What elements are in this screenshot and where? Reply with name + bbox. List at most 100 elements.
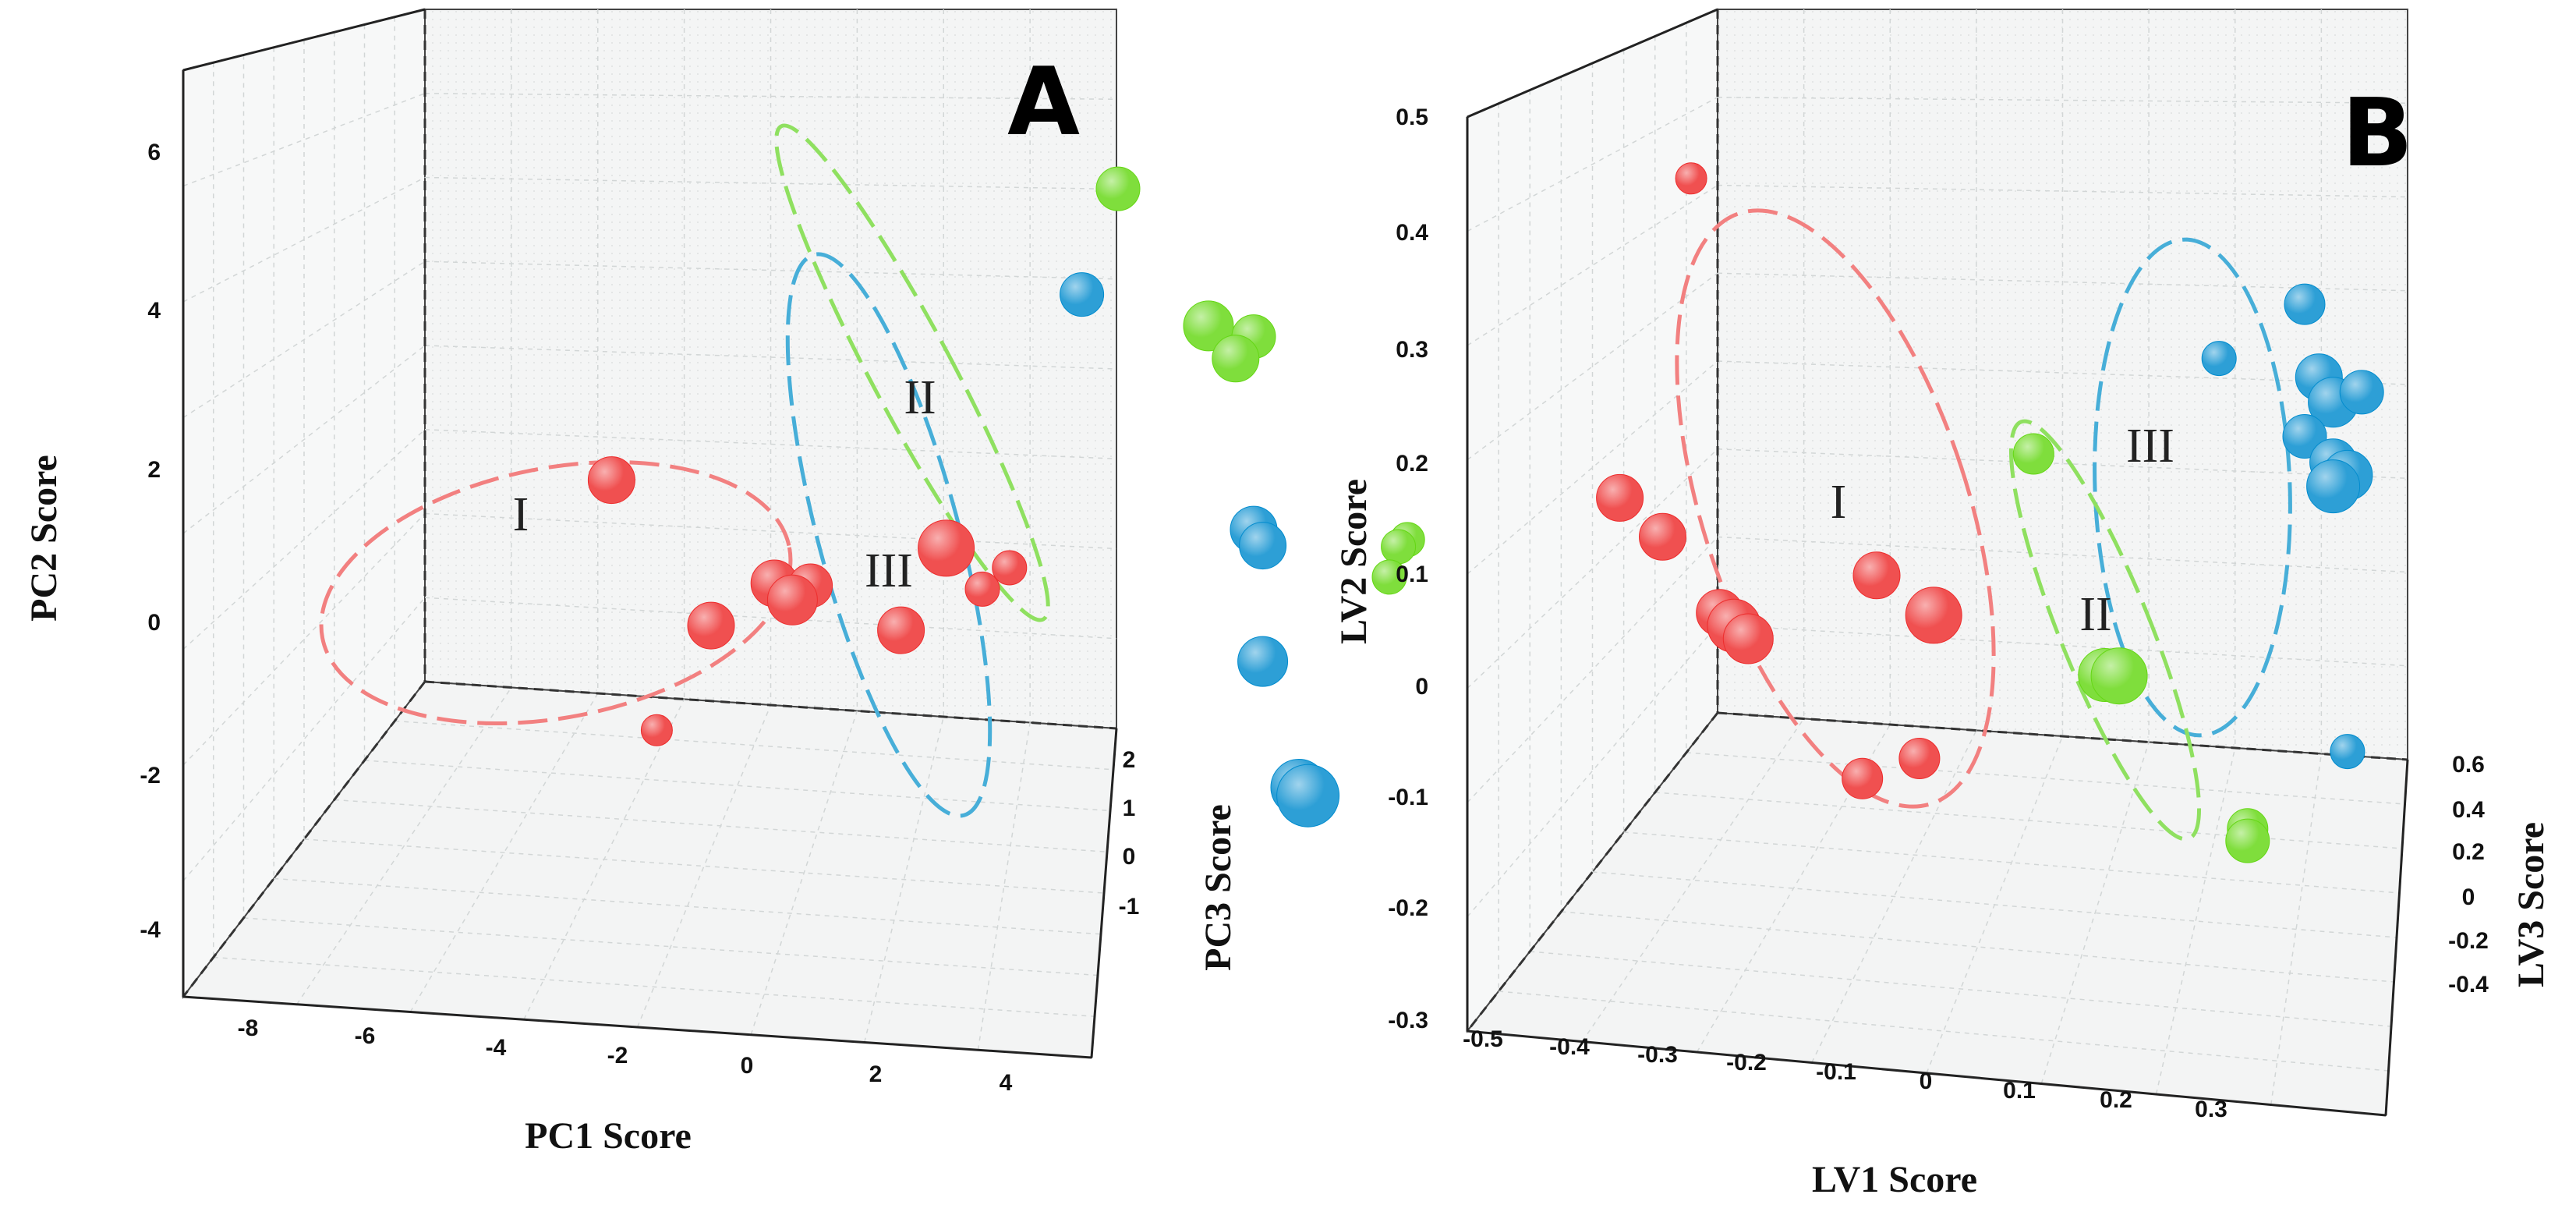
x-tick-label: 0 — [1920, 1068, 1933, 1094]
z-tick-label: 0 — [2462, 884, 2475, 910]
point-cluster-II-0 — [2012, 433, 2054, 475]
grid-line — [1717, 536, 2408, 573]
grid-line — [213, 956, 1095, 1017]
panel-b-horizontal-axis — [1717, 711, 2408, 761]
grid-line — [1696, 724, 1891, 1053]
panel-a-horizontal-axis — [424, 680, 1117, 730]
grid-line — [1467, 360, 1718, 575]
panel-a-cluster-label-I: I — [513, 488, 529, 541]
point-cluster-I-9 — [640, 714, 673, 746]
y-tick-label: 6 — [147, 140, 161, 165]
panel-b-z-axis-title: LV3 Score — [2511, 822, 2552, 987]
grid-line — [424, 345, 1117, 370]
grid-line — [1686, 752, 2405, 805]
grid-line — [334, 799, 1108, 852]
y-tick-label: -2 — [140, 763, 161, 789]
grid-line — [1530, 951, 2392, 1027]
point-cluster-I-7 — [964, 571, 1000, 607]
panel-b-depth-axis — [1466, 712, 1719, 1032]
x-tick-label: -0.3 — [1637, 1042, 1678, 1068]
x-tick-label: 0.1 — [2003, 1078, 2036, 1104]
point-cluster-I-7 — [1905, 587, 1962, 644]
panel-b-cluster-label-II: II — [2079, 588, 2111, 641]
x-tick-label: -4 — [486, 1035, 507, 1061]
panel-a-grid — [182, 9, 1117, 1051]
point-cluster-I-5 — [877, 606, 925, 654]
panel-b-label: B — [2342, 80, 2413, 188]
grid-line — [182, 597, 426, 881]
grid-line — [636, 704, 772, 1028]
point-cluster-III-0 — [1060, 272, 1105, 317]
point-cluster-III-5 — [1276, 764, 1340, 827]
x-tick-label: -0.1 — [1816, 1059, 1856, 1085]
panel-b-grid — [1467, 9, 2408, 1105]
panel-a-cluster-label-III: III — [865, 544, 913, 597]
point-cluster-III-8 — [2306, 459, 2361, 514]
panel-a-x-axis-title: PC1 Score — [525, 1115, 692, 1157]
grid-line — [296, 687, 512, 1005]
grid-line — [2155, 747, 2236, 1095]
grid-line — [424, 93, 1117, 100]
grid-line — [424, 429, 1117, 459]
grid-line — [2270, 753, 2323, 1105]
panel-b: I II III B -0.5 -0.4 -0.3 -0.2 -0.1 0 0.1 0.2 0.… — [1333, 8, 2552, 1200]
grid-line — [395, 720, 1114, 771]
point-cluster-I-6 — [1852, 551, 1901, 600]
point-cluster-III-9 — [2330, 734, 2365, 770]
panel-b-ellipse-I — [1675, 208, 1996, 809]
grid-line — [1467, 536, 1718, 803]
grid-line — [424, 512, 1117, 550]
grid-line — [2040, 742, 2150, 1084]
z-tick-label: -1 — [1119, 894, 1140, 920]
x-tick-label: 0.3 — [2195, 1097, 2227, 1122]
grid-line — [182, 93, 426, 187]
grid-line — [364, 760, 1111, 812]
grid-line — [1926, 735, 2064, 1074]
panel-b-front-bottom-edge — [1467, 1029, 2387, 1117]
x-tick-label: -0.5 — [1463, 1026, 1503, 1052]
panel-b-y-axis-title: LV2 Score — [1333, 479, 1375, 644]
x-tick-label: -0.2 — [1726, 1050, 1767, 1076]
panel-a-y-axis-title: PC2 Score — [23, 455, 65, 622]
panel-a: I II III A -8 -6 -4 -2 0 2 4 6 4 2 0 -2 -4 2 1 0 -1 PC1 … — [23, 8, 1425, 1157]
grid-line — [1623, 831, 2400, 894]
panel-a-ellipse-II — [774, 123, 1050, 622]
y-tick-label: 0.2 — [1396, 451, 1428, 477]
z-tick-label: 0 — [1123, 844, 1136, 870]
y-tick-label: -0.3 — [1388, 1008, 1428, 1033]
z-tick-label: -0.2 — [2448, 928, 2489, 954]
z-tick-label: 0.6 — [2452, 752, 2485, 778]
x-tick-label: 4 — [1000, 1070, 1013, 1096]
y-tick-label: -4 — [140, 917, 161, 943]
point-cluster-I-3 — [766, 574, 818, 625]
panel-a-right-edge — [1090, 728, 1118, 1058]
panel-a-front-bottom-edge — [182, 995, 1092, 1059]
grid-line — [1467, 97, 1718, 232]
z-tick-label: 0.2 — [2452, 839, 2485, 865]
grid-line — [1717, 184, 2408, 198]
panel-a-points — [587, 166, 1425, 827]
y-tick-label: 2 — [147, 457, 161, 483]
x-tick-label: 0.2 — [2100, 1087, 2132, 1113]
grid-line — [1717, 448, 2408, 479]
grid-line — [1561, 911, 2394, 983]
y-tick-label: 4 — [147, 298, 161, 324]
point-cluster-III-2 — [1239, 522, 1287, 570]
x-tick-label: -6 — [355, 1023, 376, 1049]
x-tick-label: 2 — [869, 1061, 883, 1087]
grid-line — [1467, 184, 1718, 346]
grid-line — [424, 597, 1117, 640]
panel-b-ticks: -0.5 -0.4 -0.3 -0.2 -0.1 0 0.1 0.2 0.3 0.5 0.4 0.3 0… — [1388, 105, 2489, 1122]
grid-line — [182, 429, 426, 650]
point-cluster-III-0 — [2201, 341, 2237, 377]
y-tick-label: 0.1 — [1396, 562, 1428, 587]
grid-line — [424, 260, 1117, 280]
point-cluster-II-3 — [1212, 335, 1260, 383]
z-tick-label: 1 — [1123, 796, 1136, 821]
point-cluster-III-1 — [2284, 283, 2326, 325]
point-cluster-III-4 — [2339, 370, 2384, 415]
point-cluster-II-2 — [2090, 647, 2148, 705]
grid-line — [274, 877, 1102, 935]
panel-b-cluster-label-III: III — [2126, 420, 2174, 473]
